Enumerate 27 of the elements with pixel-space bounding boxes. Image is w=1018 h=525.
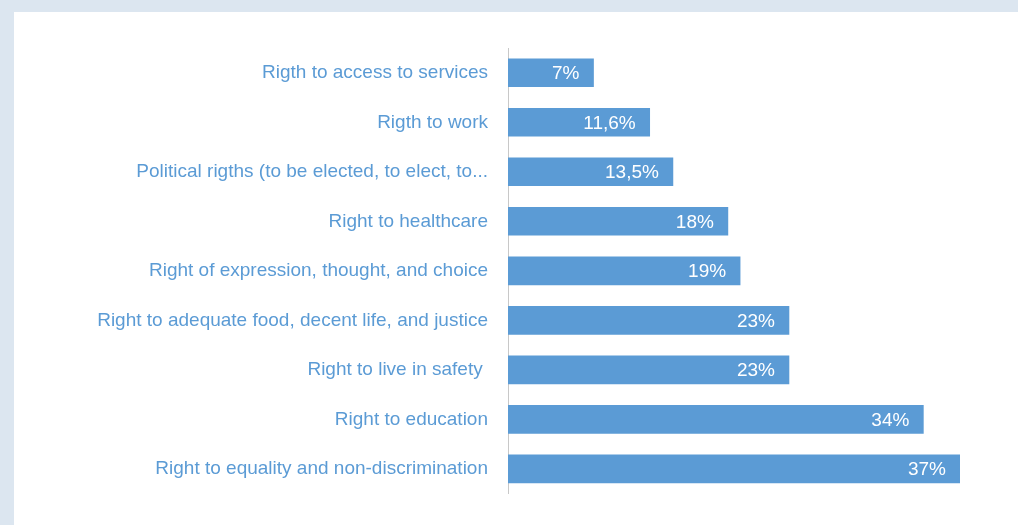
data-label: 34%: [871, 408, 910, 430]
data-label: 11,6%: [583, 111, 636, 133]
bar: [508, 107, 651, 137]
data-label: 18%: [675, 210, 714, 232]
data-label: 37%: [907, 458, 947, 480]
bar: [508, 206, 729, 236]
y-tick-label: Rigth to work: [377, 110, 489, 132]
bar: [508, 355, 790, 385]
y-tick-label: Right to healthcare: [328, 209, 488, 231]
bar: [508, 58, 594, 88]
data-label: 23%: [736, 359, 776, 381]
bar: [508, 256, 741, 286]
y-tick-label: Right of expression, thought, and choice: [148, 259, 488, 281]
data-label: 23%: [736, 309, 776, 331]
data-label: 7%: [552, 61, 580, 83]
y-tick-label: Rigth to access to services: [262, 60, 488, 82]
y-tick-label: Political rigths (to be elected, to elect, to...: [136, 160, 488, 182]
bar: [508, 405, 924, 434]
bar: [508, 305, 790, 335]
data-label: 13,5%: [605, 161, 660, 183]
y-tick-label: Right to live in safety: [307, 358, 488, 380]
y-tick-label: Right to equality and non-discrimination: [155, 457, 488, 479]
data-label: 19%: [688, 260, 727, 282]
bar: [508, 157, 674, 187]
bar: [508, 454, 960, 484]
y-tick-label: Right to education: [334, 407, 488, 429]
y-tick-label: Right to adequate food, decent life, and justice: [97, 308, 488, 330]
